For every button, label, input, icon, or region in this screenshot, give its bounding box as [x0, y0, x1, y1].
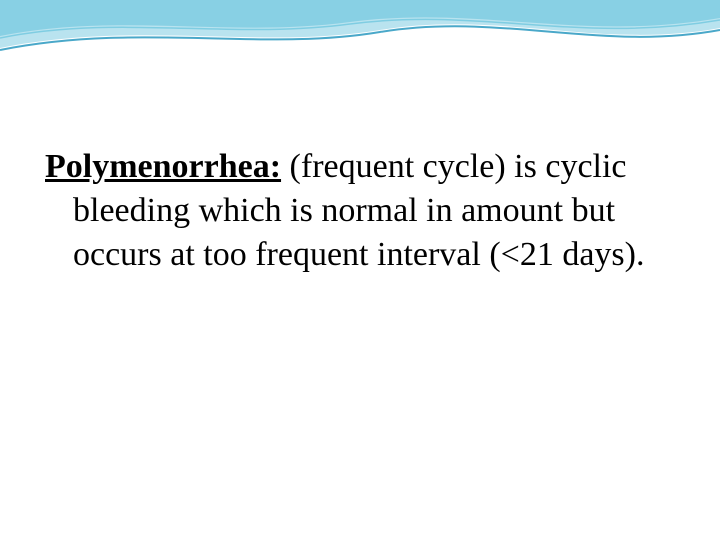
wave-svg — [0, 0, 720, 90]
slide-content: Polymenorrhea: (frequent cycle) is cycli… — [45, 145, 660, 278]
definition-paragraph: Polymenorrhea: (frequent cycle) is cycli… — [45, 145, 660, 278]
decorative-wave-header — [0, 0, 720, 90]
term-text: Polymenorrhea: — [45, 148, 281, 185]
